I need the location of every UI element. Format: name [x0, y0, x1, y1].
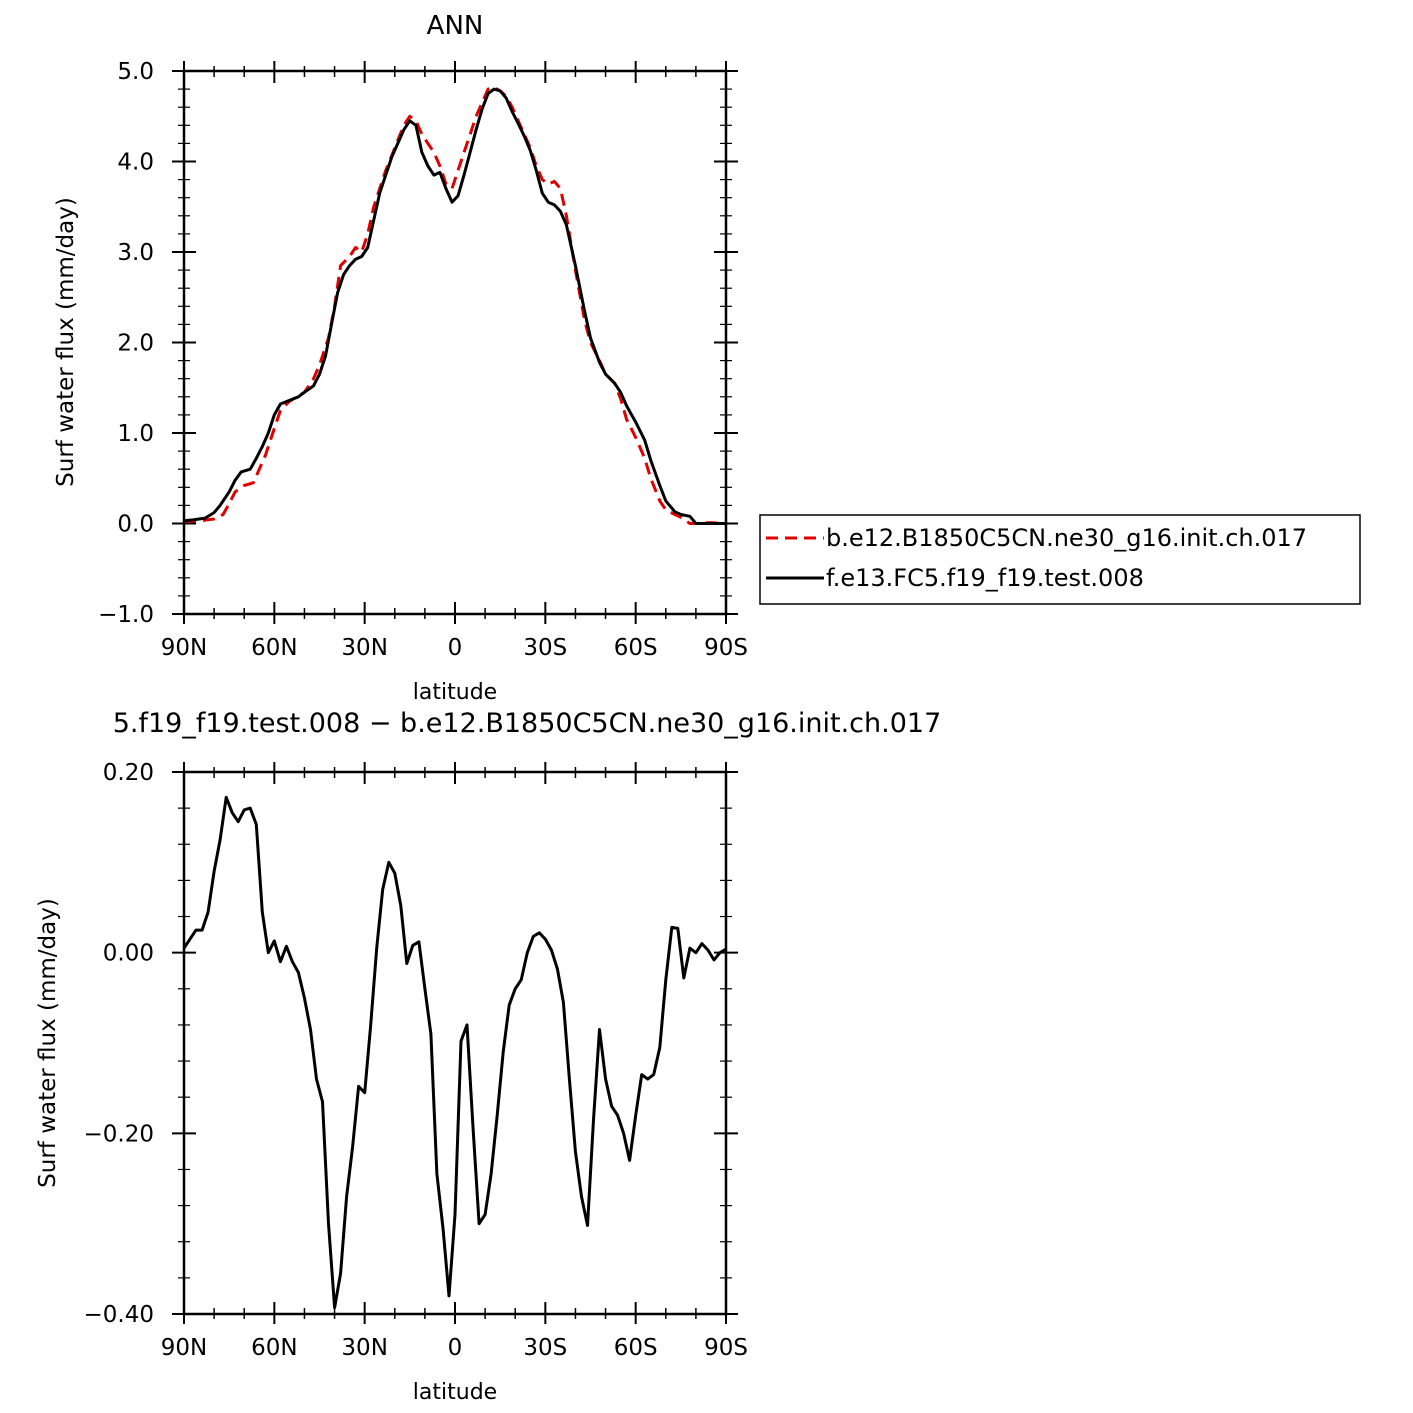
- y-tick-label: 0.00: [103, 941, 154, 967]
- plot-frame: [182, 770, 728, 1316]
- x-tick-label: 30S: [523, 635, 567, 661]
- y-tick-label: 0.0: [117, 512, 154, 538]
- y-tick-label: 1.0: [117, 421, 154, 447]
- legend-box: [759, 514, 1361, 605]
- plot-lines: [183, 85, 727, 525]
- y-axis-label: Surf water flux (mm/day): [35, 898, 61, 1188]
- y-tick-label: −0.40: [84, 1302, 154, 1328]
- series-line-solid-0: [182, 795, 727, 1310]
- y-tick-label: 0.20: [103, 760, 154, 786]
- y-tick-label: 4.0: [117, 150, 154, 176]
- x-tick-label: 30N: [341, 635, 387, 661]
- plot-frame: [182, 69, 728, 616]
- x-axis-label: latitude: [413, 680, 497, 705]
- x-tick-label: 60S: [614, 1335, 658, 1361]
- x-tick-label: 60N: [251, 635, 297, 661]
- series-line-dashed-0: [183, 85, 727, 525]
- axes-ticks: 90N 60N 30N 0 30S 60S 90S 0.20 0.00 −0.20 −0.40: [84, 760, 748, 1361]
- chart-title: ANN: [427, 11, 484, 41]
- y-tick-label: −1.0: [98, 602, 154, 628]
- y-tick-label: 5.0: [117, 59, 154, 85]
- x-tick-label: 90N: [161, 635, 207, 661]
- legend-label-b-e12: b.e12.B1850C5CN.ne30_g16.init.ch.017: [826, 524, 1307, 552]
- x-tick-label: 30S: [523, 1335, 567, 1361]
- legend: b.e12.B1850C5CN.ne30_g16.init.ch.017 f.e…: [759, 514, 1361, 605]
- x-tick-label: 90N: [161, 1335, 207, 1361]
- series-line-solid-1: [183, 87, 726, 525]
- y-tick-label: 2.0: [117, 331, 154, 357]
- x-tick-label: 90S: [704, 1335, 748, 1361]
- legend-label-f-e13: f.e13.FC5.f19_f19.test.008: [826, 564, 1144, 592]
- axes-ticks: 90N 60N 30N 0 30S 60S 90S 5.0 4.0 3.0 2.0 1.0 0.0 −1.…: [98, 59, 748, 661]
- x-tick-label: 60N: [251, 1335, 297, 1361]
- x-axis-label: latitude: [413, 1380, 497, 1405]
- x-tick-label: 0: [448, 1335, 463, 1361]
- x-tick-label: 60S: [614, 635, 658, 661]
- chart-title: 5.f19_f19.test.008 − b.e12.B1850C5CN.ne3…: [113, 708, 942, 739]
- y-axis-label: Surf water flux (mm/day): [53, 197, 79, 487]
- panel-annual-mean: ANN Surf water flux (mm/day) latitude 90…: [53, 11, 748, 705]
- plot-lines: [182, 795, 727, 1310]
- x-tick-label: 0: [448, 635, 463, 661]
- y-tick-label: −0.20: [84, 1121, 154, 1147]
- panel-difference: 5.f19_f19.test.008 − b.e12.B1850C5CN.ne3…: [35, 708, 941, 1405]
- y-tick-label: 3.0: [117, 240, 154, 266]
- x-tick-label: 90S: [704, 635, 748, 661]
- x-tick-label: 30N: [341, 1335, 387, 1361]
